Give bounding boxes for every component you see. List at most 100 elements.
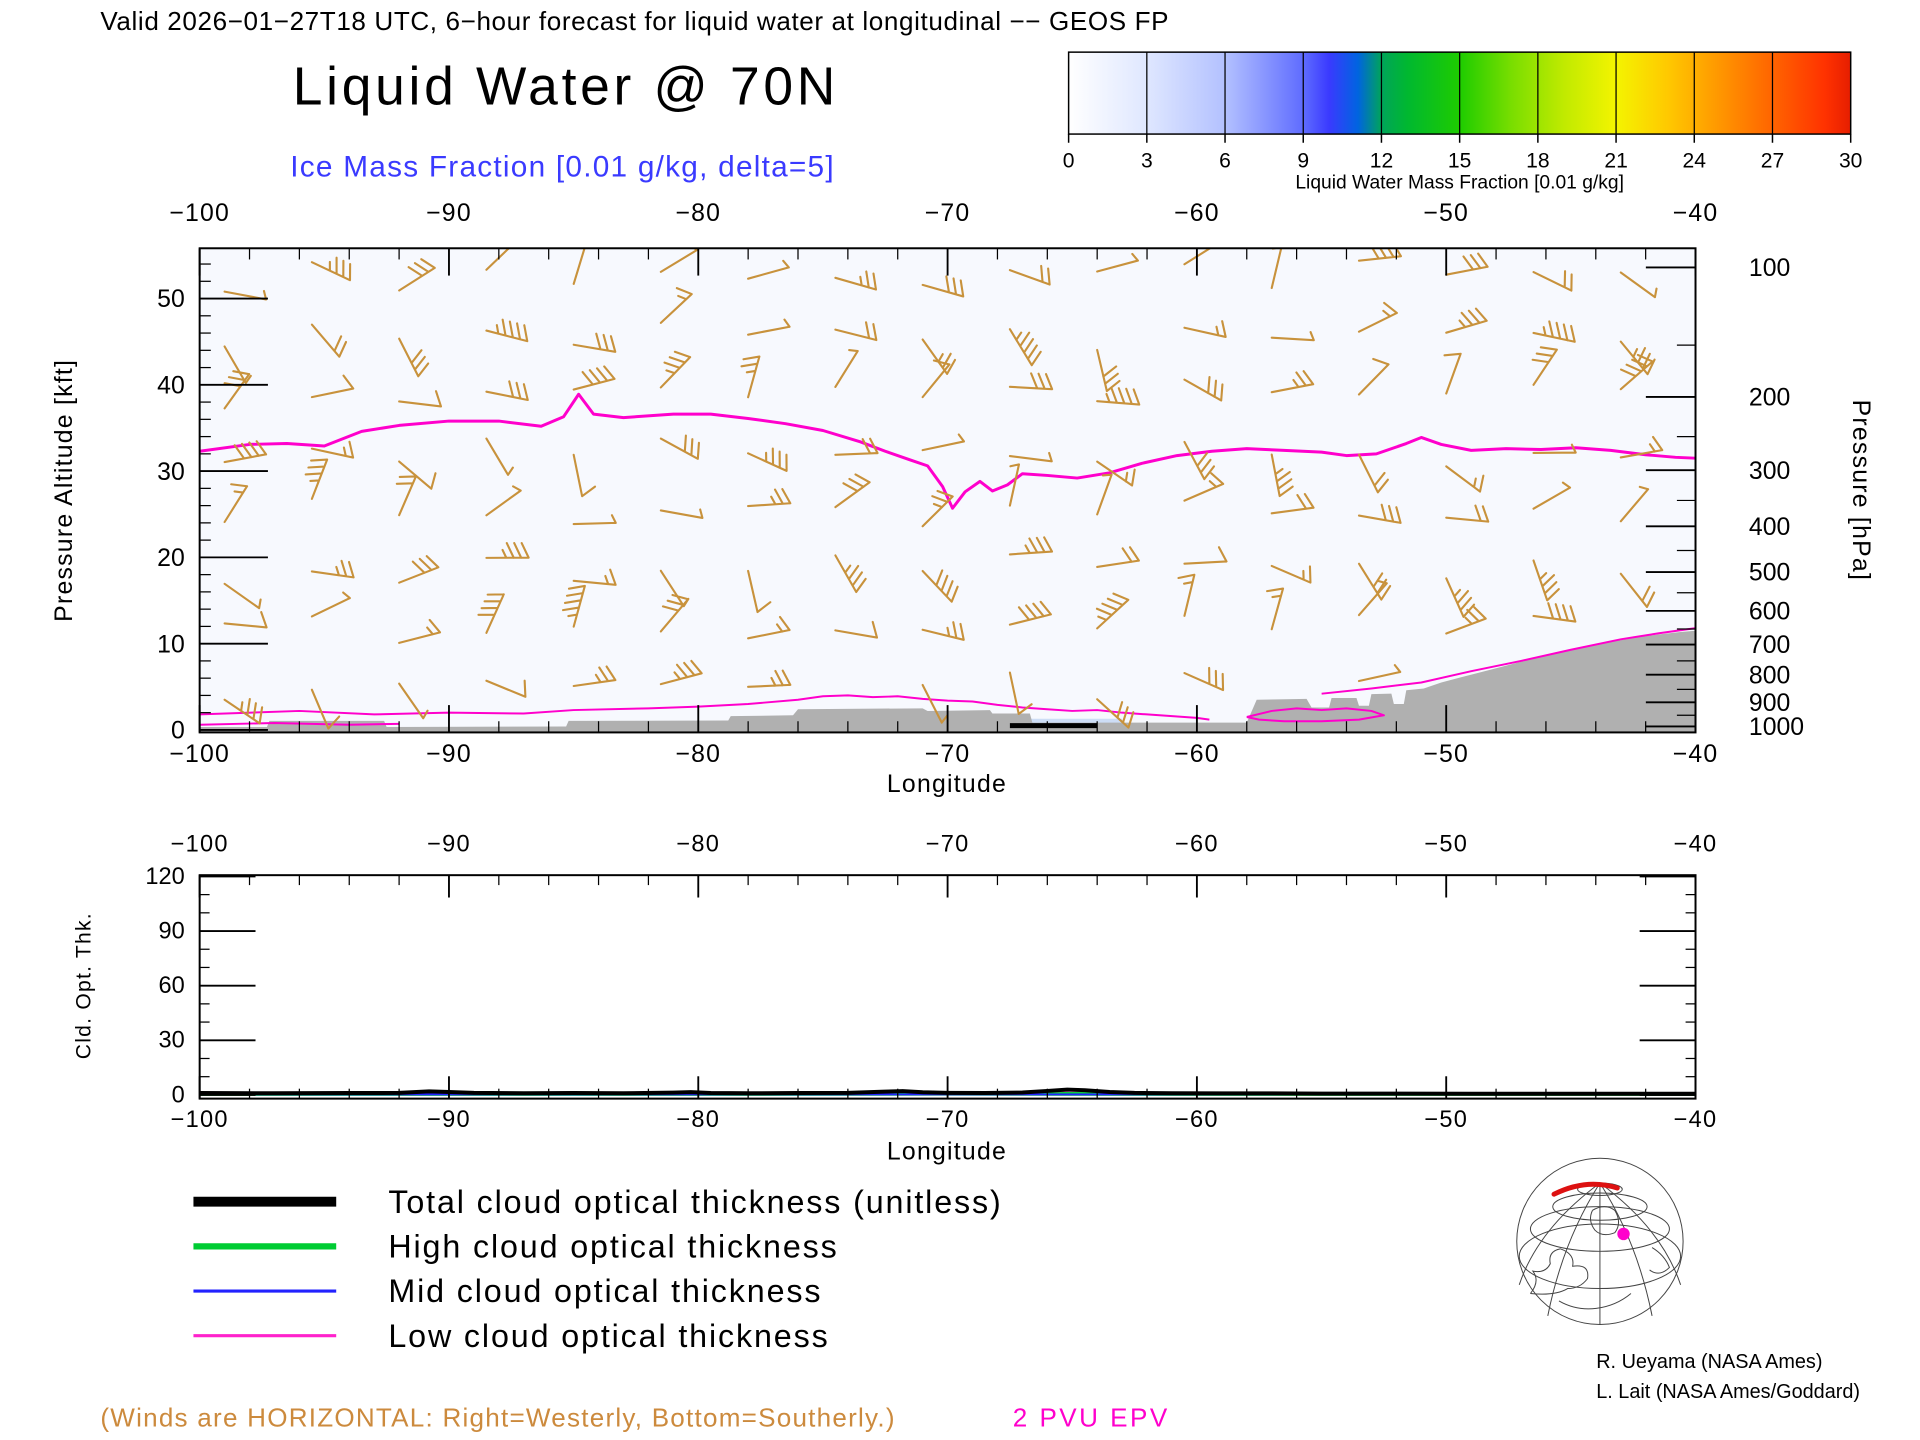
coastline-greenland — [1590, 1206, 1620, 1236]
x-tick-label-top: −60 — [1175, 831, 1219, 857]
coastline-eurasia — [1649, 1247, 1671, 1274]
x-tick-label-top: −90 — [426, 200, 472, 227]
coastline-north-america — [1530, 1248, 1589, 1295]
series-total-cloud-optical-thickness — [199, 1087, 1696, 1096]
graticule-meridian-3 — [1599, 1182, 1653, 1316]
x-tick-label: −40 — [1674, 1106, 1718, 1132]
colorbar-tick-label: 6 — [1219, 150, 1231, 173]
wind-barb — [310, 323, 348, 358]
x-axis-title: Longitude — [887, 1138, 1007, 1165]
epv-label: 2 PVU EPV — [1013, 1402, 1170, 1432]
wind-barb — [747, 569, 772, 614]
wind-barb — [747, 259, 790, 280]
wind-barb — [398, 618, 442, 644]
wind-barb — [1443, 352, 1462, 395]
x-tick-label-top: −80 — [675, 200, 721, 227]
wind-barb — [1532, 320, 1576, 343]
pressure-tick-label: 400 — [1749, 514, 1790, 541]
y-axis-title-left: Pressure Altitude [kft] — [51, 359, 78, 622]
y-tick-label: 30 — [159, 1027, 185, 1053]
wind-barb — [1183, 546, 1228, 565]
x-tick-label: −90 — [427, 1106, 471, 1132]
low-cloud-contour — [1321, 627, 1696, 695]
legend-label-3: Low cloud optical thickness — [388, 1318, 829, 1354]
wind-barb — [834, 321, 878, 342]
map-location-dot — [1617, 1227, 1630, 1241]
optical-thickness-chart: −100 −100 −90 −90 −80 −80 −70 −70 −60 −60 −50 −50 −4… — [72, 831, 1718, 1166]
y-tick-label: 0 — [171, 718, 185, 745]
wind-barb — [304, 458, 329, 500]
wind-barb — [572, 514, 617, 526]
credit-line-2: L. Lait (NASA Ames/Goddard) — [1596, 1381, 1860, 1403]
wind-barbs — [223, 248, 1664, 730]
x-tick-label: −60 — [1175, 1106, 1219, 1132]
wind-barb — [310, 374, 355, 399]
colorbar-tick-label: 30 — [1839, 150, 1862, 173]
y-tick-label: 10 — [157, 631, 185, 658]
wind-barb — [1357, 664, 1402, 683]
wind-barb — [398, 460, 437, 490]
wind-barb — [1270, 493, 1315, 515]
pressure-tick-label: 1000 — [1749, 714, 1804, 741]
wind-barb — [1266, 587, 1285, 631]
y-axis-title: Cld. Opt. Thk. — [72, 912, 95, 1059]
colorbar-tick-label: 24 — [1683, 150, 1707, 173]
wind-barb — [834, 270, 878, 291]
x-tick-label: −50 — [1423, 741, 1469, 768]
graticule-meridian-5 — [1599, 1182, 1682, 1285]
wind-barb — [1008, 600, 1052, 626]
x-tick-label-top: −100 — [169, 200, 230, 227]
wind-barb — [1445, 465, 1485, 493]
wind-barb — [1270, 453, 1294, 498]
second-plot-border — [198, 874, 1697, 1100]
wind-barb — [477, 593, 505, 634]
wind-barb — [1270, 370, 1315, 394]
wind-barb — [1008, 372, 1054, 391]
wind-barb — [659, 287, 693, 324]
wind-barb — [1095, 592, 1130, 630]
colorbar-tick-label: 18 — [1526, 150, 1549, 173]
winds-note: (Winds are HORIZONTAL: Right=Westerly, B… — [100, 1402, 895, 1432]
wind-barb — [921, 275, 965, 298]
wind-barb — [1532, 443, 1577, 455]
wind-barb — [398, 258, 436, 292]
tropopause-2pvu-line — [199, 392, 1696, 510]
wind-barb — [1531, 346, 1558, 386]
wind-barb — [310, 440, 355, 459]
x-tick-label: −100 — [171, 1106, 229, 1132]
wind-barb — [1177, 573, 1196, 617]
x-tick-label: −100 — [169, 741, 230, 768]
wind-barb — [659, 350, 692, 389]
wind-barb — [834, 554, 867, 594]
x-tick-label-top: −60 — [1174, 200, 1220, 227]
wind-barb — [1270, 331, 1315, 342]
wind-barb — [1008, 264, 1051, 286]
wind-barb — [1619, 271, 1658, 299]
wind-barb — [485, 380, 529, 402]
colorbar-caption: Liquid Water Mass Fraction [0.01 g/kg] — [1295, 173, 1624, 194]
wind-barb — [1532, 270, 1573, 292]
wind-barb — [1008, 671, 1033, 715]
wind-barb — [1096, 348, 1121, 393]
wind-barb — [1357, 503, 1402, 524]
wind-barb — [1008, 463, 1021, 507]
wind-barb — [1183, 375, 1224, 402]
pressure-tick-label: 100 — [1749, 255, 1790, 282]
wind-barb — [485, 485, 522, 517]
pressure-tick-label: 700 — [1749, 632, 1790, 659]
wind-barb — [1183, 666, 1225, 692]
pressure-tick-label: 800 — [1749, 662, 1790, 689]
wind-barb — [398, 390, 443, 408]
wind-barb — [1008, 451, 1053, 463]
wind-barb — [747, 447, 788, 472]
x-tick-label-top: −40 — [1673, 200, 1719, 227]
x-tick-label: −50 — [1424, 1106, 1468, 1132]
wind-barb — [310, 256, 352, 282]
x-tick-label-top: −50 — [1424, 831, 1468, 857]
x-tick-label: −90 — [426, 741, 472, 768]
wind-barb — [659, 508, 704, 519]
wind-barb — [1619, 485, 1650, 523]
wind-barb — [1357, 453, 1389, 494]
x-tick-label-top: −50 — [1423, 200, 1469, 227]
